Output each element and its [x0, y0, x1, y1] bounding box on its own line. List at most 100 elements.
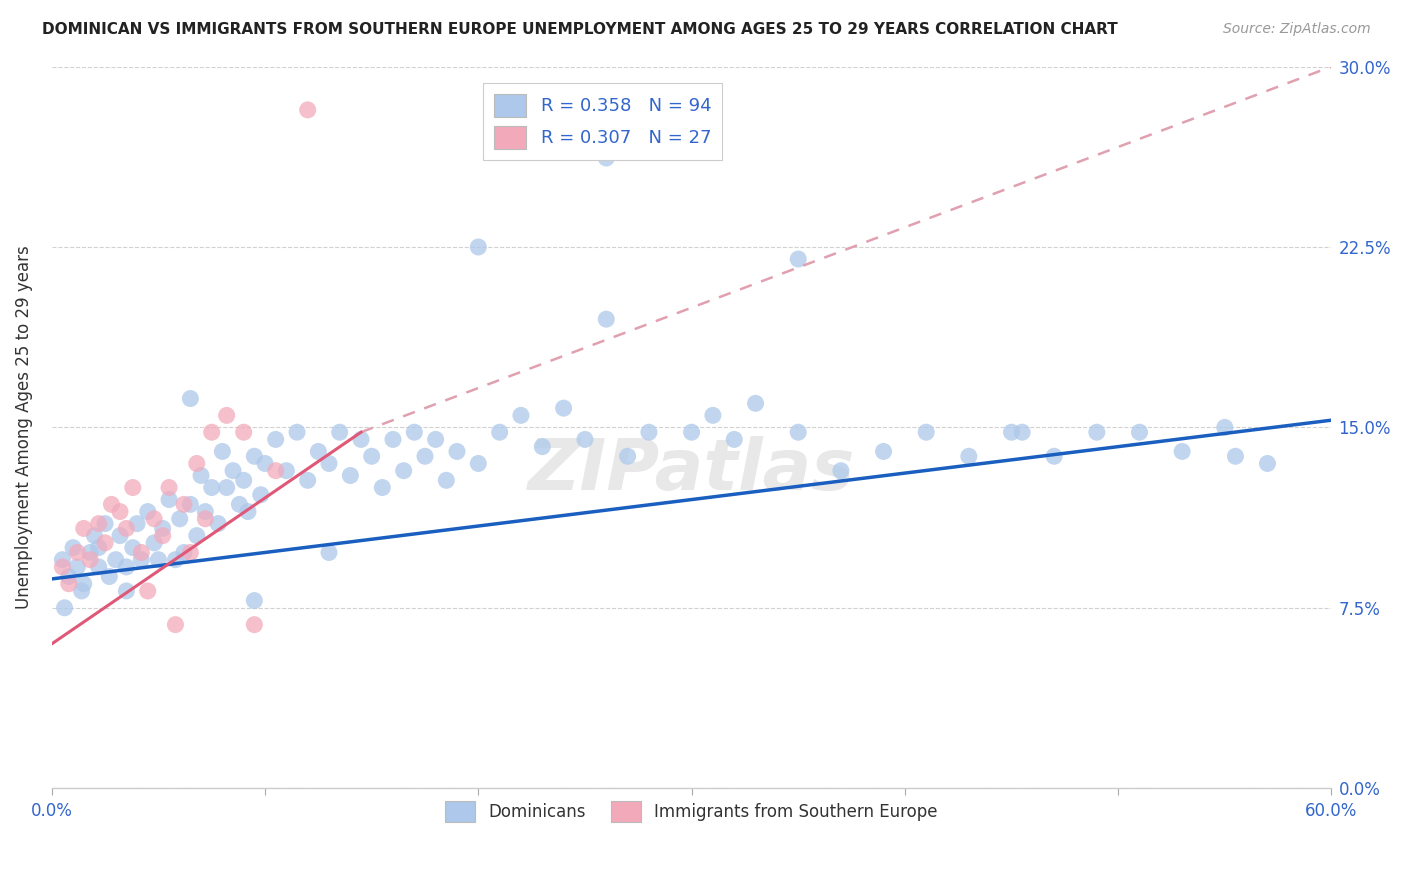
Point [830, 464, 852, 478]
Point [87, 516, 110, 531]
Point [228, 497, 250, 511]
Point [87, 541, 110, 555]
Point [66, 560, 89, 574]
Point [404, 425, 426, 440]
Point [104, 552, 127, 566]
Point [350, 433, 373, 447]
Point [173, 545, 195, 559]
Point [553, 401, 575, 416]
Text: ZIPatlas: ZIPatlas [527, 436, 855, 505]
Point [51, 560, 73, 574]
Point [87, 560, 110, 574]
Point [243, 450, 266, 464]
Point [58, 569, 80, 583]
Point [616, 450, 638, 464]
Point [131, 552, 153, 566]
Point [360, 450, 382, 464]
Point [211, 444, 233, 458]
Point [382, 433, 405, 447]
Point [787, 425, 810, 440]
Point [232, 425, 254, 440]
Point [1043, 450, 1066, 464]
Point [70, 584, 93, 599]
Point [249, 488, 271, 502]
Point [957, 450, 980, 464]
Point [136, 584, 159, 599]
Point [638, 425, 661, 440]
Point [207, 516, 229, 531]
Point [574, 433, 596, 447]
Point [264, 464, 287, 478]
Point [1011, 425, 1033, 440]
Point [595, 151, 617, 165]
Point [371, 481, 394, 495]
Point [121, 481, 143, 495]
Text: DOMINICAN VS IMMIGRANTS FROM SOUTHERN EUROPE UNEMPLOYMENT AMONG AGES 25 TO 29 YE: DOMINICAN VS IMMIGRANTS FROM SOUTHERN EU… [42, 22, 1118, 37]
Point [79, 552, 101, 566]
Point [186, 528, 208, 542]
Point [1128, 425, 1150, 440]
Point [236, 505, 259, 519]
Point [98, 569, 121, 583]
Point [264, 433, 287, 447]
Point [318, 457, 340, 471]
Point [179, 545, 201, 559]
Point [425, 433, 447, 447]
Point [467, 240, 489, 254]
Point [148, 552, 170, 566]
Point [100, 497, 122, 511]
Point [915, 425, 938, 440]
Point [318, 545, 340, 559]
Point [1000, 425, 1022, 440]
Point [531, 440, 554, 454]
Point [152, 528, 174, 542]
Point [73, 576, 96, 591]
Point [157, 481, 180, 495]
Point [66, 545, 89, 559]
Point [194, 512, 217, 526]
Point [723, 433, 745, 447]
Point [94, 536, 117, 550]
Point [1256, 457, 1278, 471]
Point [143, 536, 166, 550]
Point [79, 545, 101, 559]
Point [136, 505, 159, 519]
Point [108, 505, 131, 519]
Point [94, 516, 117, 531]
Point [413, 450, 436, 464]
Point [108, 528, 131, 542]
Point [243, 593, 266, 607]
Point [194, 505, 217, 519]
Point [297, 103, 319, 117]
Point [232, 473, 254, 487]
Point [1085, 425, 1108, 440]
Point [222, 464, 245, 478]
Point [787, 252, 810, 266]
Point [329, 425, 352, 440]
Point [51, 552, 73, 566]
Point [702, 409, 724, 423]
Point [1225, 450, 1247, 464]
Point [62, 541, 84, 555]
Point [201, 425, 224, 440]
Point [285, 425, 308, 440]
Point [446, 444, 468, 458]
Point [215, 409, 238, 423]
Point [215, 481, 238, 495]
Point [190, 468, 212, 483]
Point [115, 521, 138, 535]
Point [243, 617, 266, 632]
Point [53, 600, 76, 615]
Point [595, 312, 617, 326]
Point [125, 516, 148, 531]
Point [121, 541, 143, 555]
Legend: Dominicans, Immigrants from Southern Europe: Dominicans, Immigrants from Southern Eur… [437, 792, 946, 830]
Point [488, 425, 510, 440]
Point [83, 528, 105, 542]
Point [152, 521, 174, 535]
Point [1213, 420, 1236, 434]
Point [467, 457, 489, 471]
Point [681, 425, 703, 440]
Point [157, 492, 180, 507]
Point [297, 473, 319, 487]
